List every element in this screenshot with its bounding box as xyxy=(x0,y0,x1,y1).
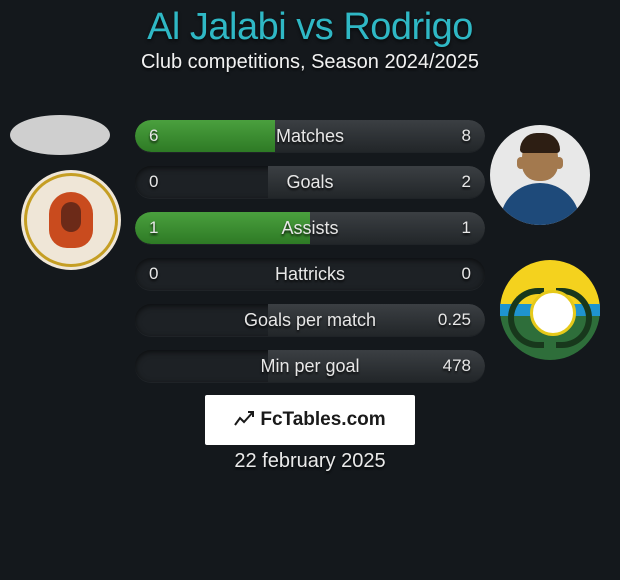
stat-value-left: 6 xyxy=(149,120,158,152)
stat-row: Min per goal478 xyxy=(135,350,485,382)
stat-label: Min per goal xyxy=(135,350,485,382)
date-label: 22 february 2025 xyxy=(0,450,620,473)
player2-photo xyxy=(490,125,590,225)
stat-label: Goals per match xyxy=(135,304,485,336)
stats-bars: Matches68Goals02Assists11Hattricks00Goal… xyxy=(135,120,485,396)
brand-badge: FcTables.com xyxy=(205,395,415,445)
stat-row: Goals0 2 xyxy=(135,166,485,198)
stat-value-right: 8 xyxy=(462,120,471,152)
stat-label: Hattricks xyxy=(135,258,485,290)
stat-label: Assists xyxy=(135,212,485,244)
stat-value-right: 0 xyxy=(462,258,471,290)
stat-row: Assists1 1 xyxy=(135,212,485,244)
stat-value-left: 1 xyxy=(149,212,158,244)
brand-text: FcTables.com xyxy=(260,409,385,431)
player2-club-badge xyxy=(500,260,600,360)
page-subtitle: Club competitions, Season 2024/2025 xyxy=(0,51,620,74)
stat-row: Hattricks0 0 xyxy=(135,258,485,290)
stat-label: Goals xyxy=(135,166,485,198)
brand-logo-icon xyxy=(234,410,254,430)
stat-row: Matches6 8 xyxy=(135,120,485,152)
stat-value-right: 0.25 xyxy=(438,304,471,336)
stat-value-right: 478 xyxy=(443,350,471,382)
stat-value-left: 0 xyxy=(149,166,158,198)
stat-value-right: 2 xyxy=(462,166,471,198)
stat-value-right: 1 xyxy=(462,212,471,244)
stat-value-left: 0 xyxy=(149,258,158,290)
page-title: Al Jalabi vs Rodrigo xyxy=(0,0,620,49)
stat-row: Goals per match0.25 xyxy=(135,304,485,336)
stat-label: Matches xyxy=(135,120,485,152)
player1-silhouette xyxy=(10,115,110,155)
player1-club-badge xyxy=(21,170,121,270)
comparison-card: Al Jalabi vs Rodrigo Club competitions, … xyxy=(0,0,620,580)
